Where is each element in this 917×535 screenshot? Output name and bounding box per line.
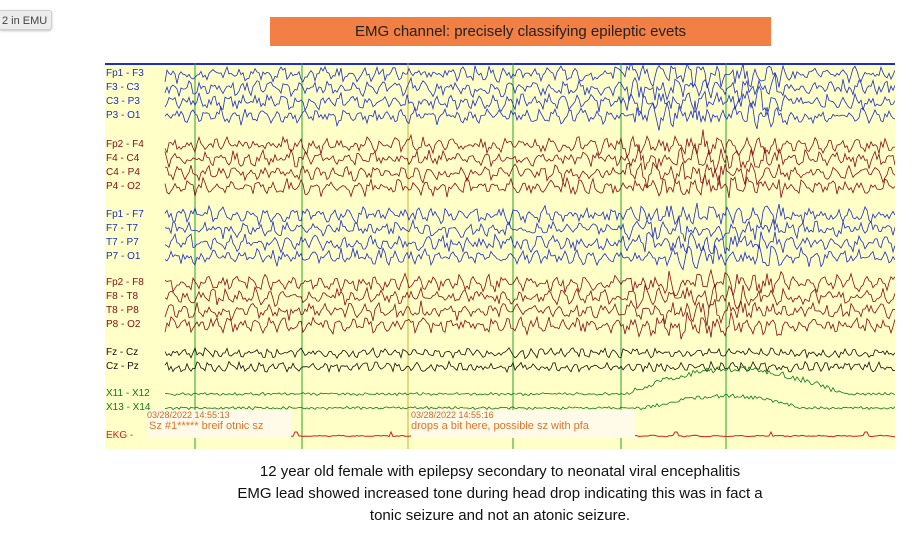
eeg-trace: [164, 346, 895, 360]
caption-line-2: EMG lead showed increased tone during he…: [237, 485, 763, 502]
channel-label: F4 - C4: [106, 153, 140, 164]
eeg-trace: [164, 73, 895, 103]
annotation-text: drops a bit here, possible sz with pfa: [411, 420, 589, 432]
eeg-trace: [164, 312, 895, 340]
eeg-trace: [164, 268, 895, 297]
eeg-trace: [164, 244, 895, 271]
channel-label: EKG -: [106, 430, 134, 441]
channel-label: Fz - Cz: [106, 347, 139, 358]
eeg-trace: [164, 160, 895, 189]
eeg-trace: [164, 299, 895, 327]
caption-line-3: tonic seizure and not an atonic seizure.: [369, 507, 631, 524]
eeg-trace: [164, 85, 895, 117]
channel-label: T8 - P8: [106, 305, 139, 316]
annotation-text: Sz #1***** breif otnic sz: [149, 420, 264, 432]
eeg-trace: [164, 202, 895, 227]
eeg-trace: [164, 365, 895, 397]
caption-line-1: 12 year old female with epilepsy seconda…: [259, 463, 741, 480]
channel-label: Fp1 - F3: [106, 68, 144, 79]
eeg-montage-viewer: 03/28/2022 14:55:13 Sz #1***** breif otn…: [105, 63, 895, 449]
annotation-timestamp: 03/28/2022 14:55:13: [147, 410, 230, 420]
eeg-trace: [164, 100, 895, 131]
channel-label: Cz - Pz: [106, 361, 139, 372]
channel-label: P4 - O2: [106, 181, 141, 192]
slide-title: EMG channel: precisely classifying epile…: [270, 17, 771, 46]
channel-label: F3 - C3: [106, 82, 140, 93]
annotation-seizure-2: 03/28/2022 14:55:16 drops a bit here, po…: [411, 410, 635, 438]
channel-label: T7 - P7: [106, 237, 139, 248]
eeg-trace: [164, 216, 895, 242]
eeg-trace: [164, 283, 895, 310]
eeg-trace: [164, 231, 895, 255]
annotation-seizure-1: 03/28/2022 14:55:13 Sz #1***** breif otn…: [147, 410, 291, 438]
channel-label: Fp2 - F4: [106, 139, 144, 150]
eeg-trace: [164, 393, 895, 411]
channel-label: C4 - P4: [106, 167, 140, 178]
channel-label: P8 - O2: [106, 319, 141, 330]
channel-label: P7 - O1: [106, 251, 141, 262]
eeg-trace: [164, 63, 895, 89]
channel-label: F8 - T8: [106, 291, 139, 302]
annotation-timestamp: 03/28/2022 14:55:16: [411, 410, 494, 420]
channel-label: X13 - X14: [106, 402, 151, 413]
slide-caption: 12 year old female with epilepsy seconda…: [105, 461, 895, 527]
channel-label: Fp2 - F8: [106, 277, 144, 288]
eeg-trace: [164, 142, 895, 173]
emu-tab[interactable]: 2 in EMU: [0, 10, 52, 30]
channel-label: F7 - T7: [106, 223, 139, 234]
channel-label: X11 - X12: [106, 388, 150, 399]
eeg-trace: [164, 360, 895, 374]
eeg-trace: [164, 172, 895, 198]
channel-label: P3 - O1: [106, 110, 141, 121]
eeg-traces: [105, 63, 895, 449]
eeg-trace: [164, 129, 895, 158]
channel-label: C3 - P3: [106, 96, 140, 107]
channel-label: Fp1 - F7: [106, 209, 144, 220]
